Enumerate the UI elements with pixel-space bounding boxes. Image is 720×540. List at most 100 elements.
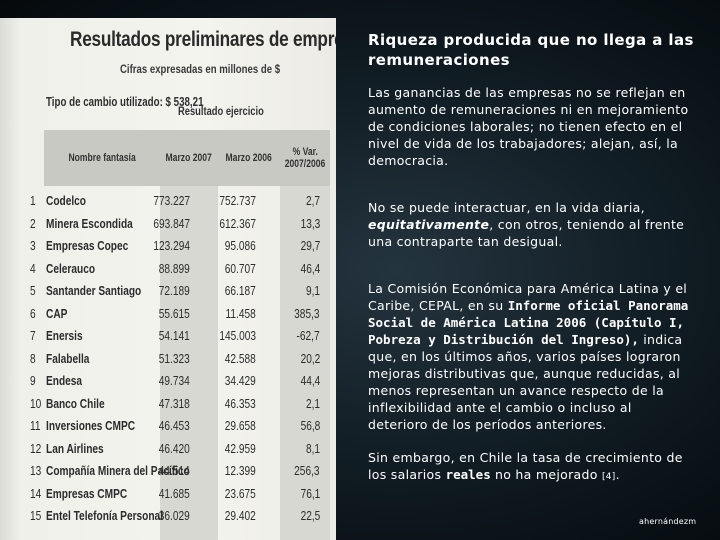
row-company-name: Compañía Minera del Pacífico — [46, 463, 190, 478]
row-rank: 5 — [30, 283, 36, 298]
clipping-exchange-rate: Tipo de cambio utilizado: $ 538,21 — [46, 94, 204, 109]
faded-background-text — [4, 30, 17, 140]
row-value-2006: 612.367 — [219, 215, 256, 231]
row-variation: 76,1 — [300, 485, 320, 501]
row-value-2007: 123.294 — [153, 238, 190, 253]
row-value-2007: 693.847 — [153, 215, 190, 231]
row-variation: 44,4 — [300, 373, 320, 388]
clipping-result-label: Resultado ejercicio — [178, 104, 264, 118]
table-row: 11 Inversiones CMPC 46.453 29.658 56,8 — [0, 415, 336, 438]
paragraph-4-text-a: Sin embargo, en Chile la tasa de crecimi… — [368, 450, 683, 482]
row-variation: -62,7 — [296, 328, 320, 343]
table-row: 3 Empresas Copec 123.294 95.086 29,7 — [0, 235, 336, 258]
row-value-2006: 29.402 — [224, 508, 256, 523]
paragraph-4: Sin embargo, en Chile la tasa de crecimi… — [368, 449, 694, 486]
paragraph-2-text-b: , con otros, teniendo al frente una cont… — [368, 217, 685, 249]
row-rank: 13 — [30, 463, 42, 478]
row-value-2006: 66.187 — [224, 283, 256, 298]
row-company-name: Banco Chile — [46, 395, 105, 411]
paragraph-4-end: . — [615, 467, 620, 482]
row-value-2006: 42.588 — [224, 350, 256, 366]
table-row: 14 Empresas CMPC 41.685 23.675 76,1 — [0, 483, 336, 506]
row-value-2007: 36.029 — [158, 508, 190, 523]
row-variation: 56,8 — [300, 418, 320, 433]
table-row: 1 Codelco 773.227 752.737 2,7 — [0, 190, 336, 213]
row-rank: 4 — [30, 260, 36, 276]
row-value-2006: 145.003 — [219, 328, 256, 343]
row-value-2006: 34.429 — [224, 373, 256, 388]
row-rank: 15 — [30, 508, 42, 523]
table-row: 7 Enersis 54.141 145.003 -62,7 — [0, 325, 336, 348]
row-company-name: Santander Santiago — [46, 283, 142, 298]
row-company-name: CAP — [46, 305, 68, 321]
row-company-name: Falabella — [46, 350, 90, 366]
row-value-2006: 11.458 — [225, 305, 256, 321]
row-variation: 9,1 — [305, 283, 320, 298]
author-credit: ahernándezm — [639, 517, 697, 526]
row-value-2006: 60.707 — [224, 260, 256, 276]
row-value-2007: 44.514 — [158, 463, 190, 478]
row-value-2007: 55.615 — [158, 305, 190, 321]
table-row: 9 Endesa 49.734 34.429 44,4 — [0, 370, 336, 393]
row-rank: 8 — [30, 350, 36, 366]
row-value-2006: 29.658 — [224, 418, 256, 433]
table-row: 10 Banco Chile 47.318 46.353 2,1 — [0, 393, 336, 416]
row-rank: 9 — [30, 373, 36, 388]
paragraph-2-text-a: No se puede interactuar, en la vida diar… — [368, 200, 645, 215]
paragraph-2: No se puede interactuar, en la vida diar… — [368, 199, 694, 250]
row-rank: 12 — [30, 440, 42, 456]
row-value-2007: 49.734 — [158, 373, 190, 388]
row-rank: 1 — [30, 193, 36, 208]
row-variation: 2,7 — [305, 193, 320, 208]
table-row: 4 Celerauco 88.899 60.707 46,4 — [0, 258, 336, 281]
row-rank: 11 — [30, 418, 41, 433]
slide-title: Riqueza producida que no llega a las rem… — [368, 31, 694, 69]
row-value-2007: 46.453 — [158, 418, 190, 433]
row-value-2007: 51.323 — [158, 350, 190, 366]
row-variation: 22,5 — [300, 508, 320, 523]
row-rank: 7 — [30, 328, 36, 343]
row-value-2006: 95.086 — [224, 238, 256, 253]
row-value-2007: 88.899 — [158, 260, 190, 276]
table-row: 15 Entel Telefonía Personal 36.029 29.402 22… — [0, 505, 336, 528]
row-variation: 385,3 — [294, 305, 320, 321]
table-row: 2 Minera Escondida 693.847 612.367 13,3 — [0, 213, 336, 236]
row-variation: 29,7 — [300, 238, 320, 253]
row-value-2007: 41.685 — [158, 485, 190, 501]
table-row: 6 CAP 55.615 11.458 385,3 — [0, 303, 336, 326]
row-rank: 14 — [30, 485, 42, 501]
row-variation: 8,1 — [305, 440, 320, 456]
clipping-subtitle: Cifras expresadas en millones de $ — [120, 62, 281, 76]
column-shade — [280, 186, 330, 540]
row-value-2007: 773.227 — [153, 193, 190, 208]
header-col2: Marzo 2006 — [218, 130, 280, 186]
paragraph-3-text-b: indica que, en los últimos años, varios … — [368, 332, 683, 432]
row-company-name: Entel Telefonía Personal — [46, 508, 164, 523]
slide-text-panel: Riqueza producida que no llega a las rem… — [368, 30, 694, 486]
newspaper-clipping-image: Resultados preliminares de empresas Cifr… — [0, 18, 336, 540]
paragraph-1: Las ganancias de las empresas no se refl… — [368, 85, 689, 168]
row-value-2007: 72.189 — [158, 283, 190, 298]
row-company-name: Empresas Copec — [46, 238, 129, 253]
row-company-name: Inversiones CMPC — [46, 418, 136, 433]
row-company-name: Lan Airlines — [46, 440, 104, 456]
table-row: 5 Santander Santiago 72.189 66.187 9,1 — [0, 280, 336, 303]
row-rank: 6 — [30, 305, 36, 321]
row-value-2006: 752.737 — [219, 193, 256, 208]
row-variation: 20,2 — [300, 350, 320, 366]
row-company-name: Celerauco — [46, 260, 96, 276]
row-variation: 256,3 — [294, 463, 320, 478]
header-col3: % Var. 2007/2006 — [280, 130, 330, 186]
column-shade — [160, 186, 218, 540]
row-value-2006: 23.675 — [224, 485, 256, 501]
clipping-title: Resultados preliminares de empresas — [70, 28, 336, 51]
cepal-report-reference: Informe oficial Panorama Social de Améri… — [368, 298, 689, 347]
paragraph-2-emphasis: equitativamente — [368, 217, 490, 232]
paragraph-4-text-b: no ha mejorado — [490, 467, 602, 482]
row-value-2007: 46.420 — [158, 440, 190, 456]
row-company-name: Empresas CMPC — [46, 485, 128, 501]
header-name: Nombre fantasía — [44, 130, 160, 186]
row-value-2007: 47.318 — [158, 395, 190, 411]
table-row: 13 Compañía Minera del Pacífico 44.514 12.3… — [0, 460, 336, 483]
row-value-2006: 46.353 — [224, 395, 256, 411]
